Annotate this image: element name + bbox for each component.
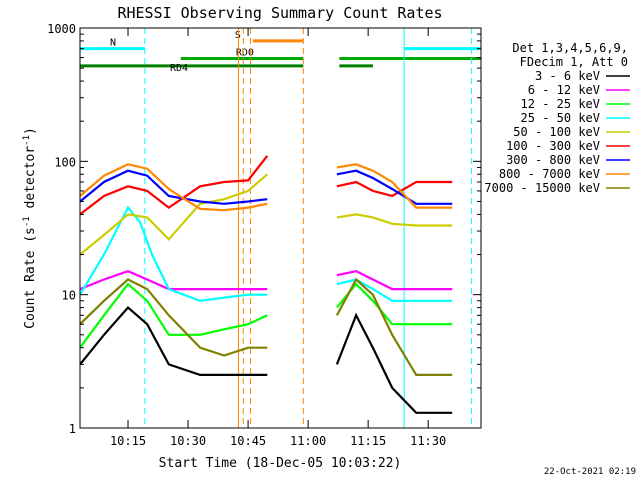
y-axis-label-main: Count Rate (s — [23, 227, 38, 329]
event-markers — [79, 28, 472, 428]
series-7-line-1 — [336, 163, 453, 209]
x-tick-label-2: 10:45 — [230, 434, 266, 448]
y-axis-ticks: 1 10 100 1000 — [47, 22, 481, 436]
legend-header-line2: FDecim 1, Att 0 — [520, 55, 628, 69]
flag-label-0: N — [110, 38, 116, 49]
legend-label-5: 100 - 300 keV — [506, 139, 600, 153]
series-8-line-0 — [79, 278, 268, 357]
legend-label-3: 25 - 50 keV — [521, 111, 600, 125]
y-axis-label-sup: -1 — [22, 216, 32, 227]
x-tick-label-1: 10:30 — [170, 434, 206, 448]
legend-label-8: 7000 - 15000 keV — [484, 181, 600, 195]
x-tick-label-0: 10:15 — [110, 434, 146, 448]
x-axis-label: Start Time (18-Dec-05 10:03:22) — [159, 456, 402, 471]
flag-bars: N RD0 RD4 S — [80, 30, 481, 74]
y-axis-label-sup2: -1 — [22, 135, 32, 146]
series-2-line-1 — [336, 282, 453, 326]
series-5-line-1 — [336, 180, 453, 198]
footer-timestamp: 22-Oct-2021 02:19 — [544, 467, 636, 477]
legend-label-7: 800 - 7000 keV — [499, 167, 600, 181]
series-4-line-1 — [336, 213, 453, 227]
flag-label-2: RD4 — [170, 63, 188, 74]
x-tick-label-5: 11:30 — [410, 434, 446, 448]
series-1-line-0 — [79, 270, 268, 291]
series-6-line-0 — [79, 169, 268, 205]
series-0-line-1 — [335, 312, 453, 414]
chart-title: RHESSI Observing Summary Count Rates — [117, 4, 442, 22]
legend-label-2: 12 - 25 keV — [521, 97, 600, 111]
legend-label-4: 50 - 100 keV — [513, 125, 600, 139]
y-axis-label-tail: detector — [23, 146, 38, 217]
flag-label-3: S — [235, 30, 241, 41]
series-7-line-0 — [79, 163, 268, 212]
series-2-line-0 — [79, 282, 268, 349]
flag-label-1: RD0 — [236, 48, 254, 59]
y-tick-label-2: 100 — [54, 155, 76, 169]
y-axis-label-end: ) — [23, 127, 38, 135]
series-0-line-0 — [79, 306, 268, 376]
x-axis-ticks: 10:15 10:30 10:45 11:00 11:15 11:30 — [110, 28, 446, 448]
series-8-line-1 — [335, 277, 453, 376]
series-1-line-1 — [336, 270, 453, 291]
series-4-line-0 — [79, 173, 269, 256]
y-tick-label-3: 1000 — [47, 22, 76, 36]
legend-label-6: 300 - 800 keV — [506, 153, 600, 167]
y-axis-label: Count Rate (s-1 detector-1) — [22, 127, 38, 329]
y-tick-label-0: 1 — [69, 422, 76, 436]
series-lines — [79, 155, 453, 414]
y-tick-label-1: 10 — [62, 289, 76, 303]
legend-header-line1: Det 1,3,4,5,6,9, — [512, 41, 628, 55]
series-5-line-0 — [79, 155, 269, 216]
legend-label-1: 6 - 12 keV — [528, 83, 600, 97]
x-tick-label-3: 11:00 — [290, 434, 326, 448]
x-tick-label-4: 11:15 — [350, 434, 386, 448]
series-6-line-1 — [336, 169, 453, 205]
legend-label-0: 3 - 6 keV — [535, 69, 600, 83]
plot-frame — [79, 27, 482, 429]
series-3-line-0 — [79, 205, 268, 302]
